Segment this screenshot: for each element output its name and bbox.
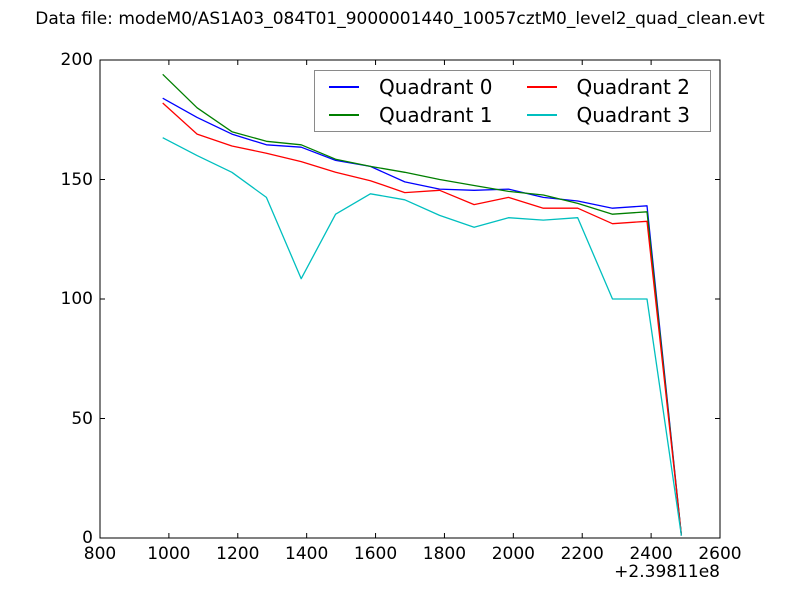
x-tick-label: 1800 bbox=[422, 544, 467, 564]
legend-label: Quadrant 3 bbox=[576, 103, 690, 127]
legend: Quadrant 0 Quadrant 1 Quadrant 2 Quadran… bbox=[314, 70, 711, 132]
x-tick-label: 2600 bbox=[698, 544, 742, 564]
x-tick-label: 2400 bbox=[629, 544, 673, 564]
chart-title: Data file: modeM0/AS1A03_084T01_90000014… bbox=[35, 9, 765, 29]
x-tick-label: 2000 bbox=[491, 544, 535, 564]
quadrant-1-line-swatch bbox=[329, 114, 359, 116]
series-line-quadrant-2 bbox=[162, 102, 683, 536]
y-tick-label: 100 bbox=[60, 289, 93, 309]
x-tick-label: 1400 bbox=[285, 544, 329, 564]
x-tick-label: 2200 bbox=[560, 544, 604, 564]
x-tick-label: 1200 bbox=[216, 544, 260, 564]
legend-item-quadrant-1: Quadrant 1 bbox=[315, 101, 513, 129]
y-tick-label: 200 bbox=[60, 50, 93, 70]
quadrant-3-line-swatch bbox=[526, 114, 557, 116]
series-line-quadrant-3 bbox=[162, 137, 683, 536]
x-tick-label: 1000 bbox=[147, 544, 191, 564]
legend-item-quadrant-3: Quadrant 3 bbox=[513, 101, 711, 129]
x-axis-offset-label: +2.39811e8 bbox=[614, 562, 720, 582]
legend-item-quadrant-0: Quadrant 0 bbox=[315, 73, 513, 101]
x-tick-label: 1600 bbox=[353, 544, 398, 564]
quadrant-2-line-swatch bbox=[526, 86, 557, 88]
legend-label: Quadrant 0 bbox=[379, 75, 493, 99]
legend-item-quadrant-2: Quadrant 2 bbox=[513, 73, 711, 101]
legend-label: Quadrant 2 bbox=[576, 75, 690, 99]
quadrant-0-line-swatch bbox=[329, 86, 359, 88]
series-line-quadrant-0 bbox=[162, 97, 683, 536]
y-tick-label: 0 bbox=[82, 528, 93, 548]
series-line-quadrant-1 bbox=[162, 73, 683, 536]
legend-label: Quadrant 1 bbox=[379, 103, 493, 127]
y-tick-label: 150 bbox=[60, 169, 93, 190]
x-tick-label: 800 bbox=[83, 544, 117, 564]
y-tick-label: 50 bbox=[71, 408, 93, 429]
